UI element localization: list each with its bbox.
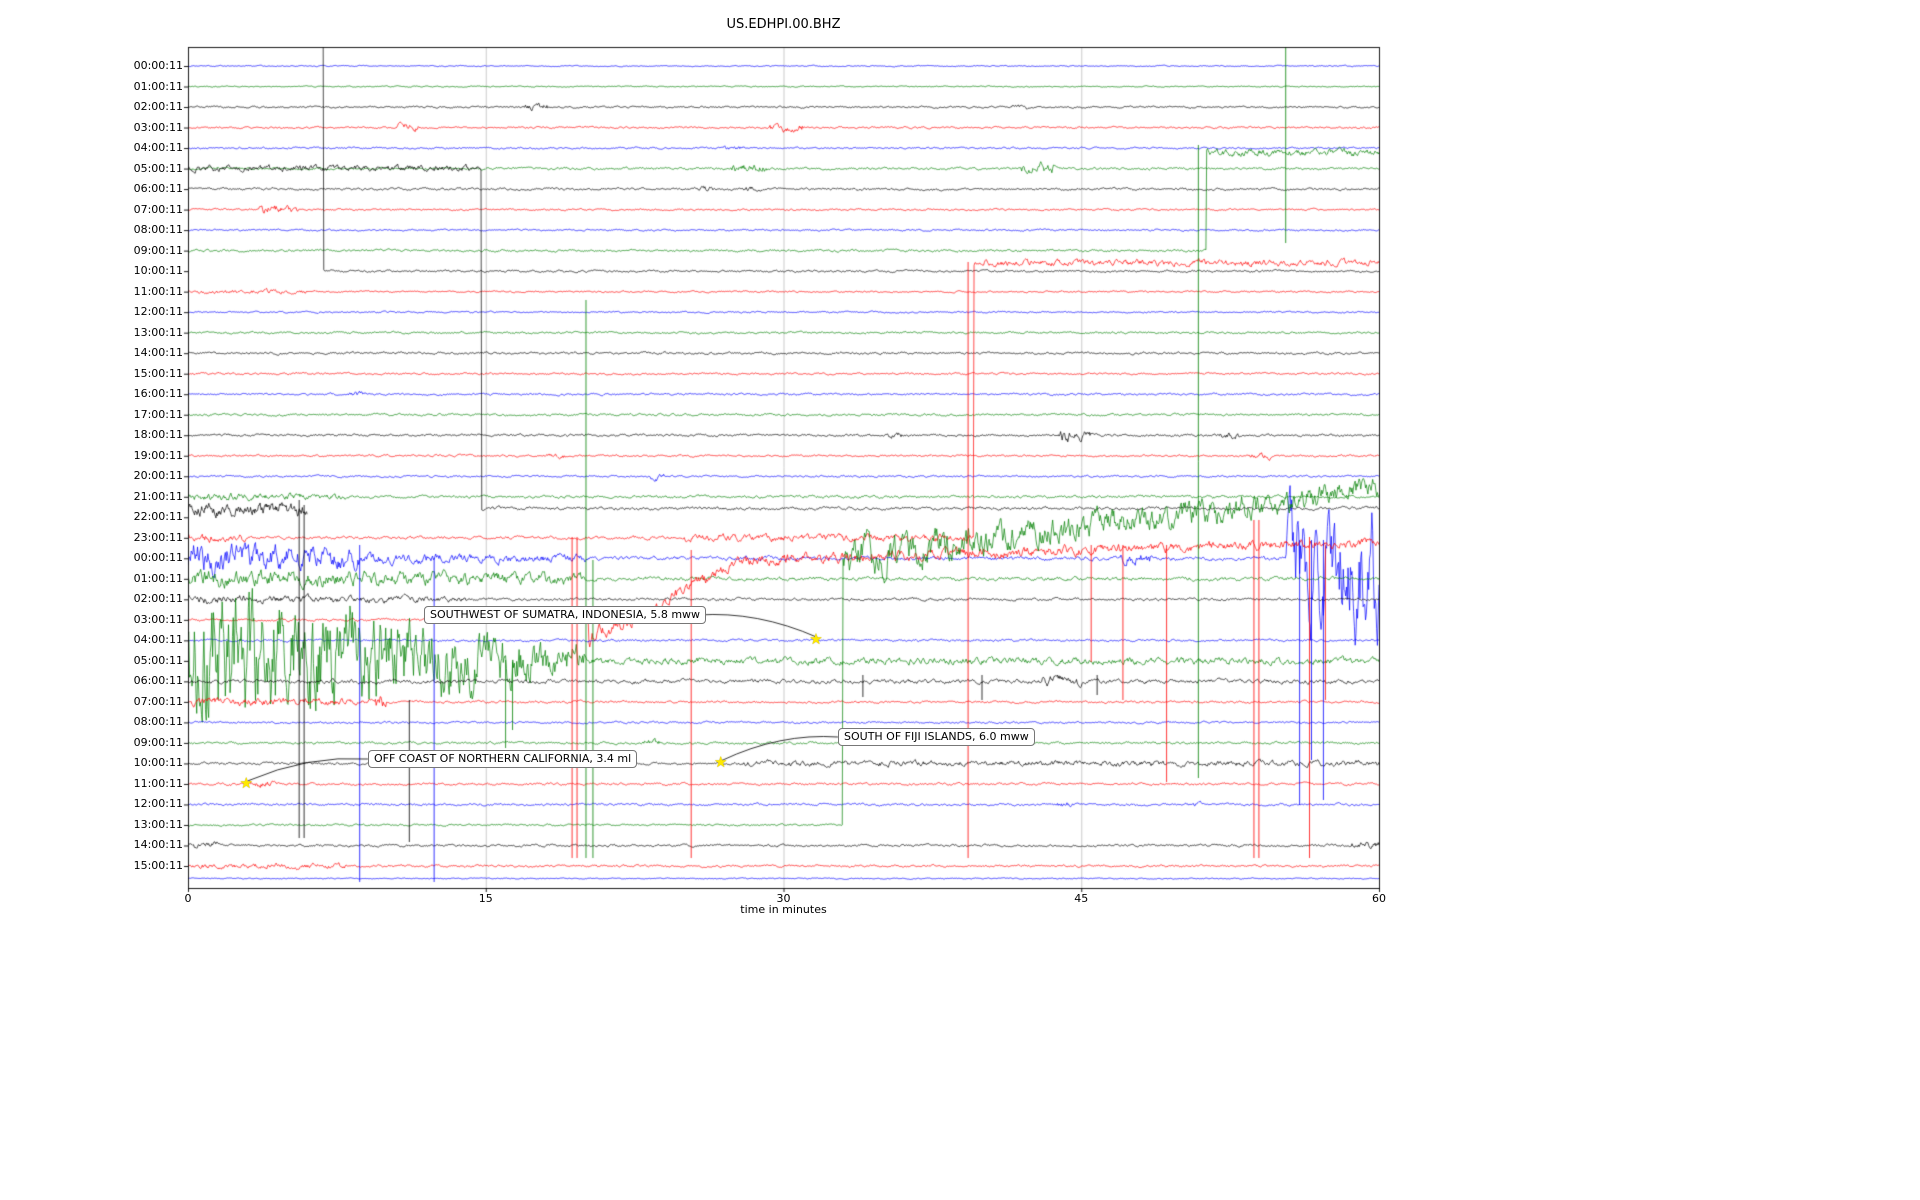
helicorder-figure: US.EDHPI.00.BHZ 00:00:11 01:00:11 02:00:11…: [0, 0, 1920, 1200]
helicorder-plot-canvas: [0, 0, 1920, 1200]
